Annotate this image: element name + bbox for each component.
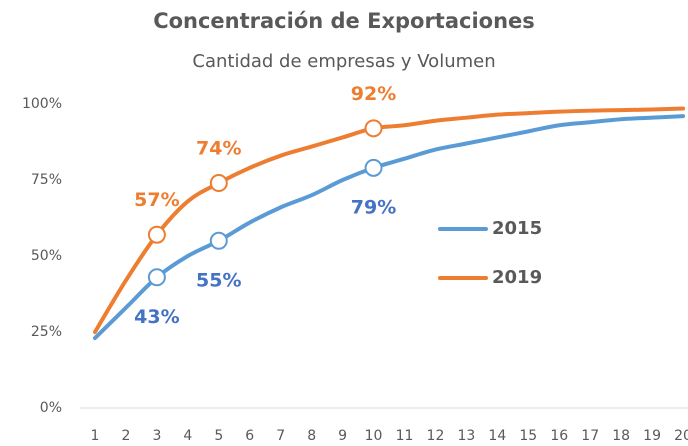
x-tick-label: 6 bbox=[245, 428, 254, 444]
x-tick-label: 12 bbox=[427, 428, 445, 444]
data-point bbox=[147, 225, 166, 244]
x-tick-label: 17 bbox=[581, 428, 599, 444]
x-tick-label: 2 bbox=[121, 428, 130, 444]
x-tick-label: 18 bbox=[612, 428, 630, 444]
data-label: 74% bbox=[196, 138, 241, 160]
x-tick-label: 8 bbox=[307, 428, 316, 444]
data-point bbox=[209, 231, 228, 250]
y-tick-label: 100% bbox=[22, 96, 62, 112]
y-tick-label: 75% bbox=[31, 172, 62, 188]
data-point bbox=[364, 158, 383, 177]
data-label: 79% bbox=[351, 196, 396, 218]
chart-subtitle: Cantidad de empresas y Volumen bbox=[192, 51, 495, 72]
x-tick-label: 1 bbox=[91, 428, 100, 444]
x-tick-label: 4 bbox=[183, 428, 192, 444]
series-line bbox=[93, 114, 686, 341]
x-tick-label: 20 bbox=[674, 428, 688, 444]
data-label: 57% bbox=[134, 189, 179, 211]
legend-label: 2015 bbox=[492, 218, 542, 239]
y-tick-label: 25% bbox=[31, 324, 62, 340]
data-label: 55% bbox=[196, 269, 241, 291]
x-tick-label: 19 bbox=[643, 428, 661, 444]
series-line bbox=[93, 106, 686, 334]
legend-label: 2019 bbox=[492, 267, 542, 288]
y-tick-label: 0% bbox=[40, 400, 62, 416]
chart-title: Concentración de Exportaciones bbox=[153, 9, 535, 33]
data-point bbox=[364, 119, 383, 138]
x-tick-label: 11 bbox=[396, 428, 414, 444]
data-point bbox=[147, 268, 166, 287]
x-tick-label: 15 bbox=[519, 428, 537, 444]
x-tick-label: 14 bbox=[488, 428, 506, 444]
x-tick-label: 7 bbox=[276, 428, 285, 444]
x-tick-label: 5 bbox=[214, 428, 223, 444]
data-label: 43% bbox=[134, 306, 179, 328]
y-tick-label: 50% bbox=[31, 248, 62, 264]
x-tick-label: 9 bbox=[338, 428, 347, 444]
data-label: 92% bbox=[351, 83, 396, 105]
x-tick-label: 10 bbox=[365, 428, 383, 444]
x-tick-label: 16 bbox=[550, 428, 568, 444]
x-tick-label: 3 bbox=[152, 428, 161, 444]
data-point bbox=[209, 174, 228, 193]
x-tick-label: 13 bbox=[457, 428, 475, 444]
